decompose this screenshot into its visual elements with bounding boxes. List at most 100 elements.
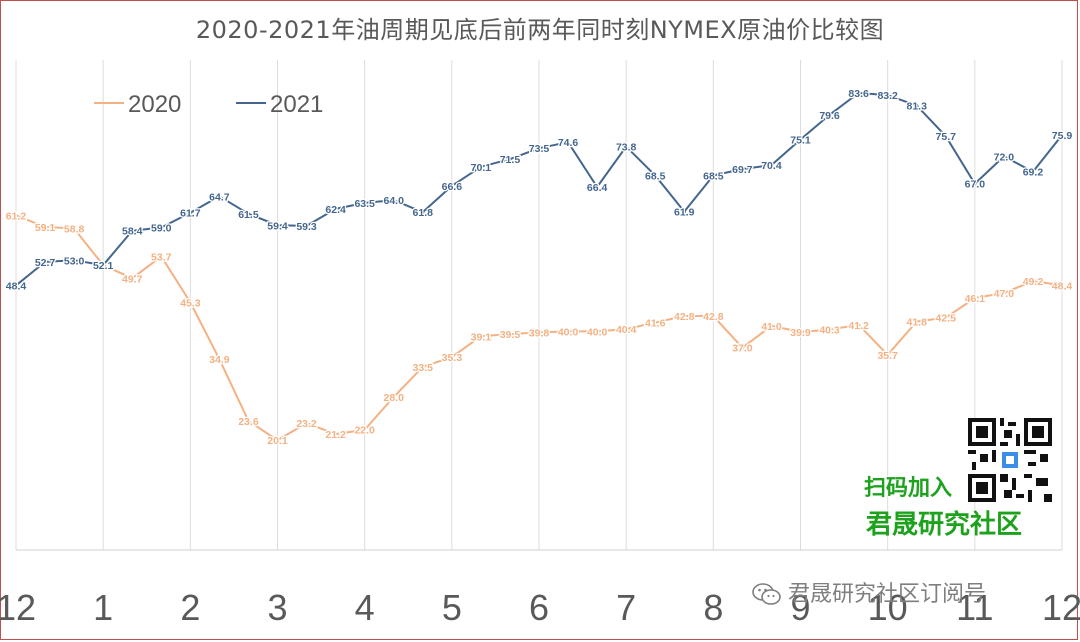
data-label-2020: 41.8 bbox=[907, 316, 928, 328]
data-point-2020 bbox=[421, 365, 425, 369]
x-tick-label: 6 bbox=[529, 587, 549, 628]
data-point-2021 bbox=[246, 212, 251, 216]
data-point-2020 bbox=[653, 320, 657, 325]
x-tick-label: 12 bbox=[1042, 587, 1080, 628]
data-label-2020: 40.0 bbox=[587, 326, 608, 338]
data-label-2020: 39.5 bbox=[500, 329, 521, 341]
data-point-2021 bbox=[304, 224, 309, 228]
data-label-2021: 73.5 bbox=[529, 143, 550, 155]
data-label-2020: 42.8 bbox=[703, 311, 724, 323]
data-point-2021 bbox=[363, 201, 367, 205]
data-label-2021: 61.8 bbox=[413, 207, 434, 219]
data-label-2020: 39.9 bbox=[790, 327, 811, 339]
data-label-2021: 66.4 bbox=[587, 182, 608, 194]
data-point-2021 bbox=[508, 157, 512, 161]
data-label-2020: 40.3 bbox=[819, 325, 840, 337]
data-point-2020 bbox=[595, 329, 599, 333]
data-point-2020 bbox=[479, 334, 483, 338]
data-point-2021 bbox=[217, 194, 221, 198]
data-point-2021 bbox=[595, 185, 599, 189]
data-label-2021: 59.3 bbox=[296, 221, 317, 233]
data-point-2021 bbox=[973, 182, 977, 186]
data-point-2020 bbox=[973, 296, 977, 300]
data-point-2020 bbox=[14, 213, 18, 218]
data-label-2020: 35.3 bbox=[442, 352, 463, 364]
data-point-2021 bbox=[566, 140, 570, 144]
data-label-2021: 64.7 bbox=[209, 191, 230, 203]
data-label-2021: 59.0 bbox=[151, 222, 172, 234]
x-tick-label: 11 bbox=[956, 587, 993, 628]
data-label-2021: 58.4 bbox=[122, 226, 143, 238]
data-point-2021 bbox=[334, 207, 338, 211]
data-label-2020: 41.0 bbox=[761, 321, 782, 333]
data-label-2020: 49.2 bbox=[1023, 276, 1044, 288]
x-tick-label: 12 bbox=[0, 587, 36, 628]
data-point-2021 bbox=[1002, 154, 1006, 158]
chart-title: 2020-2021年油周期见底后前两年同时刻NYMEX原油价比较图 bbox=[195, 16, 885, 44]
data-point-2020 bbox=[711, 314, 715, 318]
data-label-2020: 40.0 bbox=[558, 326, 579, 338]
data-label-2021: 59.4 bbox=[267, 220, 288, 232]
data-label-2020: 46.1 bbox=[965, 293, 986, 305]
data-point-2020 bbox=[682, 314, 686, 318]
data-point-2020 bbox=[886, 353, 890, 357]
data-label-2020: 40.4 bbox=[616, 324, 637, 336]
data-label-2021: 83.2 bbox=[877, 90, 898, 102]
data-point-2021 bbox=[857, 91, 861, 95]
data-point-2021 bbox=[101, 263, 105, 267]
data-label-2020: 42.5 bbox=[936, 313, 957, 325]
data-point-2020 bbox=[159, 254, 163, 259]
x-tick-label: 2 bbox=[180, 587, 200, 628]
data-point-2020 bbox=[827, 328, 832, 332]
data-label-2020: 41.2 bbox=[848, 320, 869, 332]
data-point-2021 bbox=[479, 165, 483, 169]
data-point-2020 bbox=[769, 324, 774, 328]
x-tick-label: 7 bbox=[616, 587, 636, 628]
data-label-2021: 66.6 bbox=[442, 181, 463, 193]
data-point-2020 bbox=[450, 355, 454, 359]
data-point-2020 bbox=[915, 319, 919, 324]
data-label-2021: 81.3 bbox=[907, 101, 928, 113]
data-point-2021 bbox=[72, 258, 76, 262]
data-label-2021: 62.4 bbox=[325, 204, 346, 216]
data-point-2020 bbox=[304, 421, 309, 425]
data-label-2021: 68.5 bbox=[645, 171, 666, 183]
data-point-2021 bbox=[886, 93, 890, 97]
data-point-2021 bbox=[624, 144, 628, 149]
data-label-2020: 58.8 bbox=[64, 224, 85, 236]
data-label-2021: 67.0 bbox=[965, 179, 986, 191]
data-label-2021: 71.5 bbox=[500, 154, 521, 166]
data-label-2021: 75.1 bbox=[790, 134, 811, 146]
data-label-2020: 20.1 bbox=[267, 435, 288, 447]
data-label-2020: 39.1 bbox=[471, 331, 492, 343]
data-point-2020 bbox=[1060, 283, 1064, 288]
data-label-2020: 37.0 bbox=[732, 343, 753, 355]
data-label-2021: 61.5 bbox=[238, 209, 259, 221]
data-point-2021 bbox=[130, 229, 134, 233]
data-point-2021 bbox=[392, 198, 396, 202]
x-tick-label: 10 bbox=[868, 587, 908, 628]
data-point-2020 bbox=[1002, 291, 1006, 295]
data-point-2021 bbox=[1060, 133, 1064, 137]
data-label-2021: 52.7 bbox=[35, 257, 56, 269]
data-label-2021: 74.6 bbox=[558, 137, 579, 149]
data-label-2020: 39.8 bbox=[529, 327, 550, 339]
data-label-2020: 48.4 bbox=[1052, 280, 1073, 292]
x-tick-label: 9 bbox=[790, 587, 810, 628]
data-point-2020 bbox=[798, 330, 803, 334]
data-point-2020 bbox=[740, 346, 744, 350]
data-label-2020: 23.2 bbox=[296, 418, 317, 430]
data-point-2021 bbox=[1031, 170, 1035, 174]
data-point-2020 bbox=[43, 225, 47, 229]
x-tick-label: 5 bbox=[442, 587, 462, 628]
data-label-2021: 68.5 bbox=[703, 171, 724, 183]
data-point-2021 bbox=[653, 173, 657, 178]
data-label-2020: 42.8 bbox=[674, 311, 695, 323]
wechat-account-text: 君晟研究社区订阅号 bbox=[788, 582, 987, 607]
community-name-text: 君晟研究社区 bbox=[866, 510, 1023, 540]
data-point-2020 bbox=[72, 226, 76, 231]
data-point-2021 bbox=[769, 163, 774, 167]
data-point-2021 bbox=[537, 146, 541, 150]
data-point-2021 bbox=[159, 225, 163, 230]
